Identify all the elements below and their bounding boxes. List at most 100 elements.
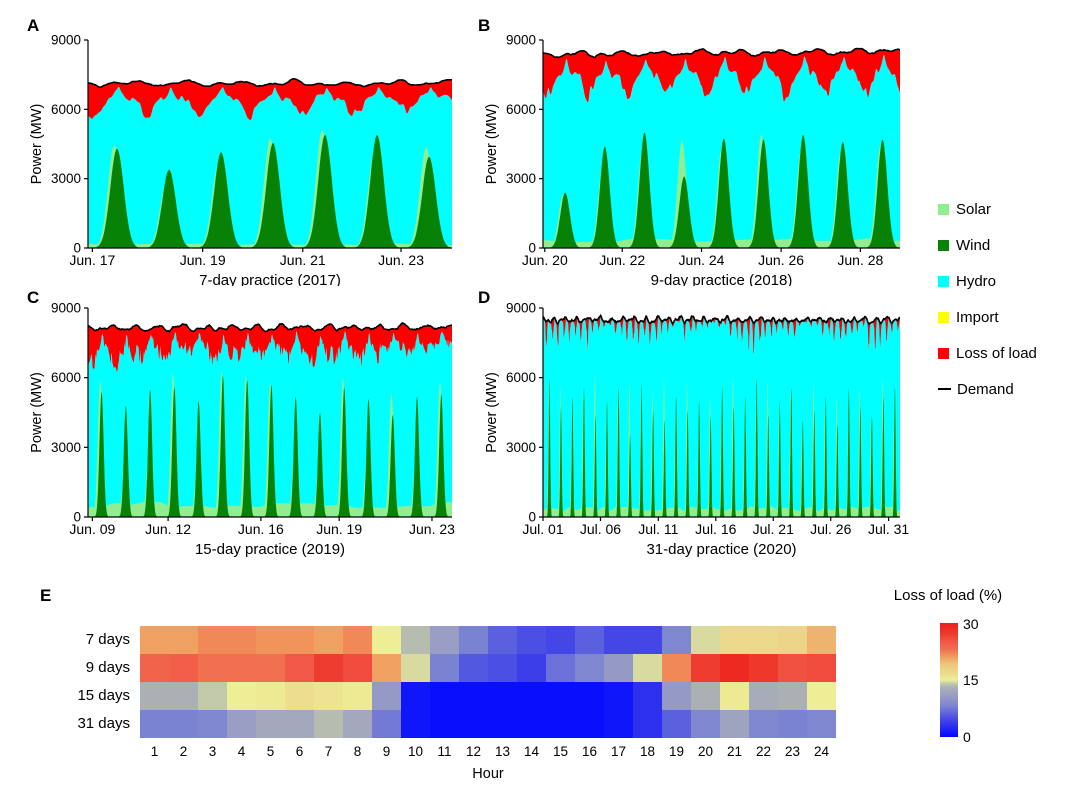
y-tick-label: 9000 bbox=[51, 33, 81, 48]
heatmap-cell bbox=[314, 682, 343, 710]
panel-c-chart: 0 3000 6000 9000 Jun. 09 Jun. 12 Jun. 16 Jun. 1… bbox=[29, 301, 455, 559]
heatmap-cell bbox=[488, 682, 517, 710]
heatmap-cell bbox=[256, 710, 285, 738]
heatmap-row-label: 15 days bbox=[77, 687, 130, 704]
loss-of-load-area bbox=[88, 78, 452, 121]
x-tick-label: Jun. 22 bbox=[599, 252, 645, 268]
heatmap-cell bbox=[662, 654, 691, 682]
y-tick-label: 6000 bbox=[506, 102, 536, 117]
heatmap-cell bbox=[372, 654, 401, 682]
heatmap-cell bbox=[662, 626, 691, 654]
y-axis-title: Power (MW) bbox=[29, 372, 45, 453]
x-tick-label: Jul. 21 bbox=[753, 521, 794, 537]
heatmap-cell bbox=[372, 682, 401, 710]
heatmap-hour-tick-label: 9 bbox=[382, 744, 391, 759]
heatmap-cell bbox=[546, 710, 575, 738]
y-tick-label: 0 bbox=[528, 241, 536, 256]
heatmap-cell bbox=[343, 626, 372, 654]
heatmap-hour-tick-label: 13 bbox=[494, 744, 511, 759]
heatmap-cell bbox=[285, 710, 314, 738]
heatmap-cell bbox=[778, 710, 807, 738]
heatmap-cell bbox=[430, 654, 459, 682]
panel-d-title: 31-day practice (2020) bbox=[646, 541, 796, 558]
import-swatch-icon bbox=[938, 311, 949, 323]
y-tick-label: 9000 bbox=[506, 301, 536, 316]
heatmap-hour-tick-label: 12 bbox=[465, 744, 482, 759]
panel-d-label: D bbox=[478, 288, 491, 307]
x-tick-label: Jun. 16 bbox=[238, 521, 284, 537]
heatmap-hour-tick-label: 6 bbox=[295, 744, 304, 759]
heatmap-hour-tick-label: 10 bbox=[407, 744, 424, 759]
legend-label: Hydro bbox=[956, 272, 997, 290]
heatmap-hour-tick-label: 14 bbox=[523, 744, 540, 759]
legend-item-hydro: Hydro bbox=[938, 272, 1037, 290]
wind-area bbox=[543, 378, 900, 517]
heatmap-cell bbox=[198, 710, 227, 738]
heatmap-cell bbox=[430, 682, 459, 710]
y-tick-label: 0 bbox=[73, 510, 81, 525]
y-axis-title: Power (MW) bbox=[29, 104, 45, 185]
heatmap-cell bbox=[720, 654, 749, 682]
heatmap-cell bbox=[691, 626, 720, 654]
legend-item-import: Import bbox=[938, 308, 1037, 326]
panel-d-chart: 0 3000 6000 9000 Jul. 01 Jul. 06 Jul. 11 Jul. 1… bbox=[484, 301, 909, 559]
panel-b-label: B bbox=[478, 16, 491, 35]
hydro-swatch-icon bbox=[938, 275, 949, 287]
heatmap-hour-tick-label: 17 bbox=[610, 744, 627, 759]
heatmap-cell bbox=[749, 654, 778, 682]
wind-swatch-icon bbox=[938, 239, 949, 251]
x-tick-label: Jun. 19 bbox=[316, 521, 362, 537]
panel-c-title: 15-day practice (2019) bbox=[195, 541, 345, 558]
heatmap-cell bbox=[401, 626, 430, 654]
heatmap-row-label: 31 days bbox=[77, 715, 130, 732]
heatmap-hour-tick-label: 3 bbox=[208, 744, 217, 759]
demand-line-marker bbox=[938, 387, 951, 391]
heatmap-cell bbox=[401, 654, 430, 682]
demand-line bbox=[88, 77, 452, 88]
legend-label: Loss of load bbox=[956, 344, 1037, 362]
heatmap-cell bbox=[575, 710, 604, 738]
wind-area bbox=[88, 375, 452, 517]
heatmap-cell bbox=[343, 710, 372, 738]
heatmap-hour-tick-label: 11 bbox=[437, 744, 452, 759]
y-tick-label: 0 bbox=[528, 510, 536, 525]
heatmap-hour-tick-label: 24 bbox=[813, 744, 830, 759]
heatmap-cell bbox=[169, 710, 198, 738]
heatmap-cell bbox=[372, 626, 401, 654]
heatmap-cell bbox=[749, 710, 778, 738]
heatmap-cell bbox=[633, 682, 662, 710]
loss-of-load-swatch-icon bbox=[938, 347, 949, 359]
panel-a-label: A bbox=[27, 16, 40, 35]
heatmap-cell bbox=[227, 626, 256, 654]
y-tick-label: 3000 bbox=[51, 440, 81, 455]
demand-line bbox=[543, 47, 900, 59]
heatmap-cell bbox=[807, 710, 836, 738]
heatmap-cell bbox=[169, 654, 198, 682]
y-tick-label: 0 bbox=[73, 241, 81, 256]
heatmap-cell bbox=[633, 654, 662, 682]
x-tick-label: Jul. 16 bbox=[695, 521, 736, 537]
x-tick-label: Jun. 09 bbox=[69, 521, 115, 537]
legend-item-demand: Demand bbox=[938, 380, 1037, 398]
heatmap-cell bbox=[633, 626, 662, 654]
heatmap-cell bbox=[314, 626, 343, 654]
x-tick-label: Jun. 28 bbox=[837, 252, 883, 268]
heatmap-cell bbox=[546, 682, 575, 710]
legend-label: Demand bbox=[957, 380, 1014, 398]
heatmap-cell bbox=[488, 626, 517, 654]
wind-area bbox=[88, 134, 452, 248]
heatmap-cell bbox=[720, 710, 749, 738]
legend-item-wind: Wind bbox=[938, 236, 1037, 254]
heatmap-cell bbox=[778, 626, 807, 654]
heatmap-row-label: 9 days bbox=[85, 659, 130, 676]
heatmap-hour-tick-label: 21 bbox=[726, 744, 743, 759]
solar-swatch-icon bbox=[938, 203, 949, 215]
colorbar-tick-label: 0 bbox=[963, 729, 971, 745]
heatmap-cell bbox=[401, 682, 430, 710]
x-tick-label: Jul. 11 bbox=[638, 521, 678, 537]
legend-item-loss-of-load: Loss of load bbox=[938, 344, 1037, 362]
heatmap-cell bbox=[256, 626, 285, 654]
heatmap-cell bbox=[575, 654, 604, 682]
heatmap-cell bbox=[285, 626, 314, 654]
panel-b-chart: 0 3000 6000 9000 Jun. 20 Jun. 22 Jun. 24 Jun. 2… bbox=[484, 33, 900, 286]
